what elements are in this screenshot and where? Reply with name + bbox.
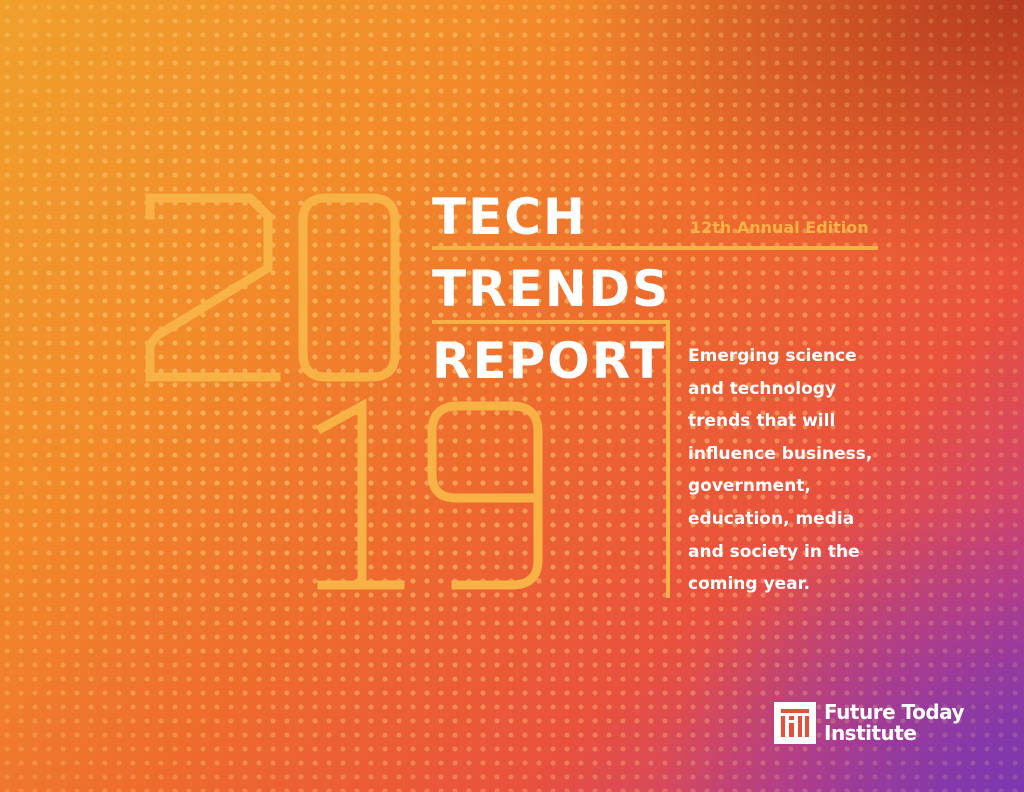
year-digit-0 bbox=[298, 193, 400, 382]
title-line-trends: TRENDS bbox=[432, 260, 671, 318]
publisher-logo: Future Today Institute bbox=[774, 700, 965, 745]
description-line: trends that will bbox=[688, 411, 836, 432]
publisher-name-line2: Institute bbox=[824, 721, 917, 745]
publisher-name: Future Today Institute bbox=[824, 700, 965, 745]
fti-logo-icon bbox=[774, 702, 816, 744]
description-line: and technology bbox=[688, 378, 837, 399]
description-line: influence business, bbox=[688, 443, 873, 464]
description-line: and society in the bbox=[688, 541, 860, 562]
edition-label: 12th Annual Edition bbox=[690, 218, 869, 237]
title-divider-top bbox=[432, 246, 878, 250]
title-line-tech: TECH bbox=[432, 188, 587, 246]
description-line: education, media bbox=[688, 508, 855, 529]
description-line: government, bbox=[688, 476, 811, 497]
year-digit-2 bbox=[145, 193, 281, 382]
year-digit-1 bbox=[315, 398, 405, 590]
description-line: coming year. bbox=[688, 574, 810, 595]
vertical-divider bbox=[666, 320, 670, 598]
title-divider-middle bbox=[432, 320, 670, 324]
publisher-name-line1: Future Today bbox=[824, 700, 965, 724]
year-digit-9 bbox=[427, 401, 543, 590]
title-line-report: REPORT bbox=[432, 332, 667, 390]
report-description: Emerging science and technology trends t… bbox=[688, 340, 918, 601]
description-line: Emerging science bbox=[688, 346, 857, 366]
